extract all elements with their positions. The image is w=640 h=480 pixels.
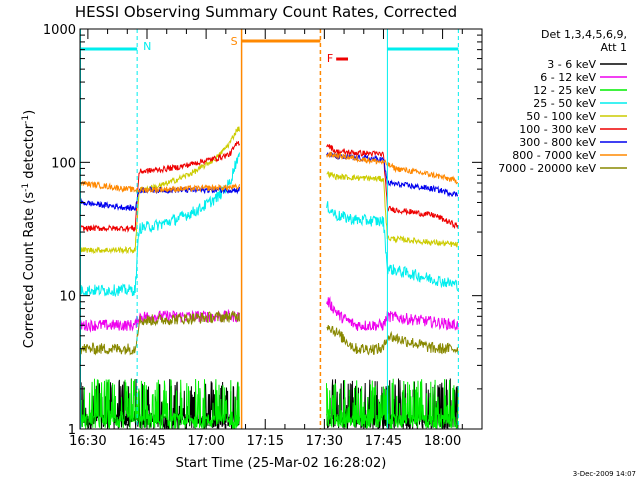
y-label-mid: detector — [22, 123, 37, 183]
series-line-3-seg-0 — [80, 152, 240, 298]
y-tick-label-3: 1000 — [43, 23, 76, 38]
x-axis-label: Start Time (25-Mar-02 16:28:02) — [176, 456, 387, 471]
series-line-6-seg-0 — [80, 185, 240, 211]
series-line-4-seg-1 — [326, 171, 459, 248]
legend-header: Det 1,3,4,5,6,9, — [541, 28, 627, 41]
legend-item-label-2: 12 - 25 keV — [533, 84, 596, 97]
series-line-5-seg-1 — [326, 143, 459, 230]
series-line-7-seg-0 — [80, 180, 240, 194]
legend-item-label-1: 6 - 12 keV — [540, 71, 596, 84]
series-line-2-seg-1 — [326, 378, 459, 429]
y-label-sup2: -1 — [21, 115, 31, 124]
series-line-5-seg-0 — [80, 140, 240, 233]
y-tick-label-2: 100 — [51, 156, 76, 171]
legend-item-label-6: 300 - 800 keV — [519, 136, 596, 149]
chart-title: HESSI Observing Summary Count Rates, Cor… — [75, 3, 457, 21]
legend-item-label-5: 100 - 300 keV — [519, 123, 596, 136]
series-line-1-seg-0 — [80, 308, 240, 333]
series-line-8-seg-0 — [80, 310, 240, 356]
legend-subheader: Att 1 — [601, 41, 627, 54]
x-tick-label-6: 18:00 — [424, 434, 461, 449]
event-label-saa: S — [231, 35, 238, 48]
series-line-7-seg-1 — [326, 151, 458, 185]
y-tick-label-0: 1 — [68, 423, 76, 438]
legend-item-label-7: 800 - 7000 keV — [512, 149, 596, 162]
y-label-end: ) — [22, 110, 37, 115]
footer-timestamp: 3-Dec-2009 14:07 — [573, 470, 636, 478]
legend-item-label-0: 3 - 6 keV — [547, 58, 596, 71]
series-line-8-seg-1 — [326, 324, 459, 356]
plot-frame — [79, 28, 483, 430]
event-label-night: N — [143, 40, 151, 53]
events-layer: N S F — [80, 29, 459, 429]
series-line-1-seg-1 — [326, 296, 459, 332]
y-axis-label: Corrected Count Rate (s-1 detector-1) — [21, 110, 37, 348]
axis-layer: 16:30 16:45 17:00 17:15 17:30 17:45 18:00 1 10 10… — [43, 23, 483, 449]
x-tick-label-3: 17:15 — [247, 434, 284, 449]
event-label-flare: F — [327, 52, 333, 65]
y-label-sup1: -1 — [21, 183, 31, 192]
series-line-2-seg-0 — [80, 378, 240, 429]
x-tick-label-0: 16:30 — [69, 434, 106, 449]
series-line-3-seg-1 — [326, 201, 459, 292]
x-tick-label-4: 17:30 — [306, 434, 343, 449]
x-tick-label-2: 17:00 — [187, 434, 224, 449]
y-tick-label-1: 10 — [59, 290, 76, 305]
legend-item-label-3: 25 - 50 keV — [533, 97, 596, 110]
y-label-main: Corrected Count Rate (s — [22, 192, 37, 349]
legend-item-label-8: 7000 - 20000 keV — [498, 162, 596, 175]
series-layer — [80, 126, 459, 429]
legend-item-label-4: 50 - 100 keV — [526, 110, 596, 123]
x-tick-label-5: 17:45 — [365, 434, 402, 449]
x-tick-label-1: 16:45 — [128, 434, 165, 449]
